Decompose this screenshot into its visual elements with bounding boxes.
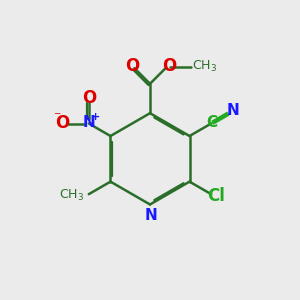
Text: CH$_3$: CH$_3$ <box>191 59 217 74</box>
Text: O: O <box>125 57 139 75</box>
Text: Cl: Cl <box>208 187 225 205</box>
Text: N: N <box>144 208 157 223</box>
Text: $^-$: $^-$ <box>52 110 62 124</box>
Text: CH$_3$: CH$_3$ <box>59 188 84 203</box>
Text: O: O <box>162 57 176 75</box>
Text: C: C <box>206 116 218 130</box>
Text: O: O <box>55 115 69 133</box>
Text: O: O <box>82 88 96 106</box>
Text: N: N <box>227 103 240 118</box>
Text: N: N <box>83 115 96 130</box>
Text: +: + <box>91 112 100 122</box>
